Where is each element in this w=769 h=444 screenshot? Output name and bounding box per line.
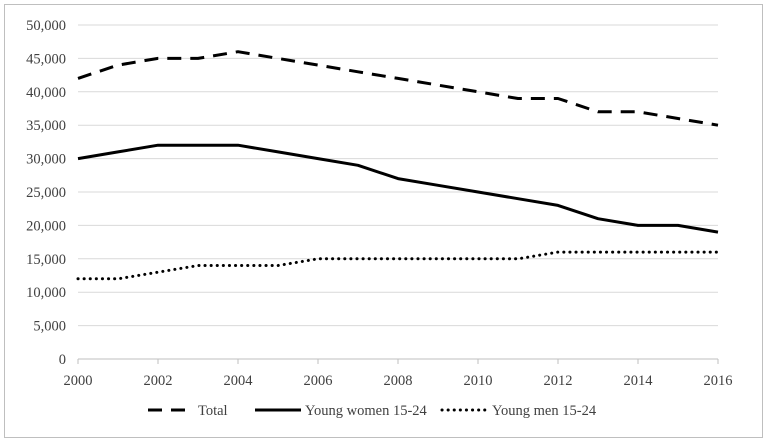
x-tick-label: 2004 bbox=[224, 373, 254, 389]
x-tick-label: 2000 bbox=[64, 373, 93, 389]
series-line-young-men-15-24 bbox=[76, 250, 720, 281]
legend-label: Total bbox=[198, 403, 228, 419]
y-tick-label: 35,000 bbox=[26, 118, 66, 134]
x-tick-label: 2010 bbox=[464, 373, 493, 389]
legend-label: Young men 15-24 bbox=[492, 403, 597, 419]
y-tick-label: 25,000 bbox=[26, 185, 66, 201]
y-axis-ticks: 0 5,000 10,000 15,000 20,000 25,000 30,000 35,0… bbox=[26, 18, 66, 368]
legend: Total Young women 15-24 Young men 15-24 bbox=[148, 403, 597, 419]
x-tick-label: 2006 bbox=[304, 373, 333, 389]
x-axis-ticks: 2000 2002 2004 2006 2008 2010 2012 2014 2016 bbox=[64, 359, 733, 389]
x-tick-label: 2008 bbox=[384, 373, 413, 389]
y-tick-label: 30,000 bbox=[26, 152, 66, 168]
legend-label: Young women 15-24 bbox=[305, 403, 428, 419]
series-line-young-women-15-24 bbox=[77, 143, 719, 234]
gridlines bbox=[78, 24, 718, 360]
y-tick-label: 45,000 bbox=[26, 51, 66, 67]
series-line-total bbox=[77, 50, 719, 127]
y-tick-label: 20,000 bbox=[26, 218, 66, 234]
y-tick-label: 0 bbox=[59, 352, 66, 368]
y-tick-label: 50,000 bbox=[26, 18, 66, 34]
x-tick-label: 2016 bbox=[704, 373, 733, 389]
y-tick-label: 10,000 bbox=[26, 285, 66, 301]
y-tick-label: 40,000 bbox=[26, 85, 66, 101]
x-tick-label: 2002 bbox=[144, 373, 173, 389]
y-tick-label: 15,000 bbox=[26, 252, 66, 268]
y-tick-label: 5,000 bbox=[33, 319, 66, 335]
x-tick-label: 2014 bbox=[624, 373, 654, 389]
series-lines bbox=[76, 50, 720, 281]
x-tick-label: 2012 bbox=[544, 373, 573, 389]
